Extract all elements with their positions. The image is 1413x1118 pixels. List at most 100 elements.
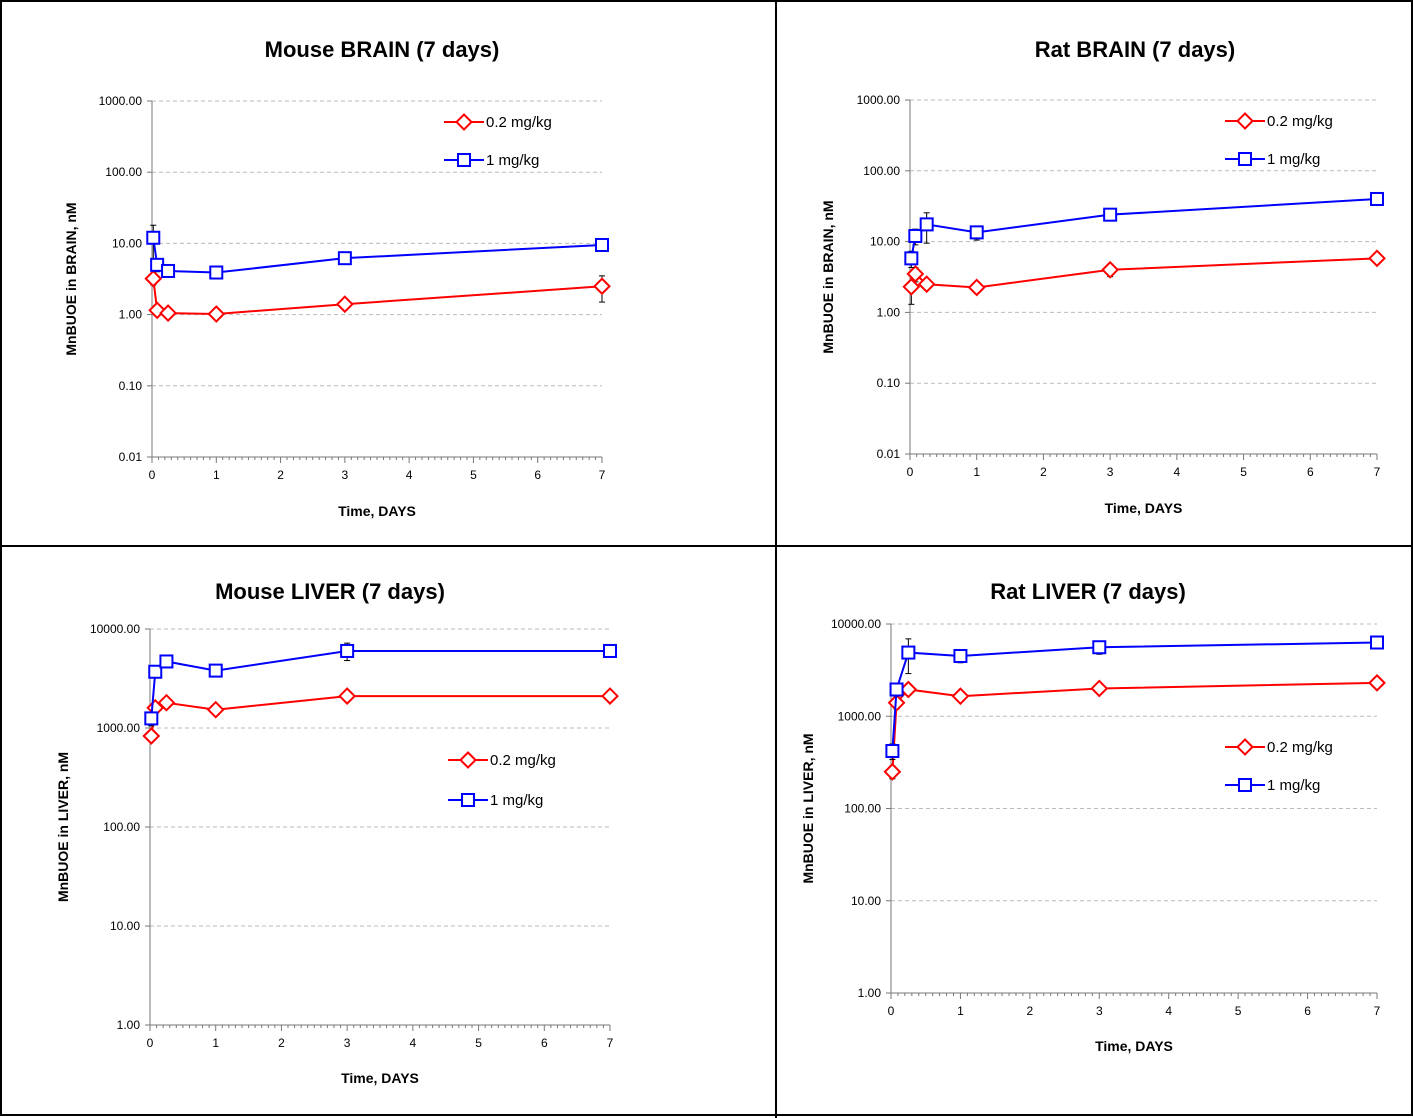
data-point [908, 228, 923, 243]
chart-title: Mouse LIVER (7 days) [215, 579, 445, 604]
data-point [206, 700, 225, 719]
y-tick-label: 100.00 [844, 802, 881, 816]
x-tick-label: 4 [410, 1036, 417, 1050]
legend-label: 0.2 mg/kg [486, 114, 552, 131]
x-axis-label: Time, DAYS [1095, 1038, 1173, 1054]
chart-panel-mouse-brain: Mouse BRAIN (7 days) 1000.00 100.00 10.00 1.… [4, 4, 775, 545]
data-point [906, 264, 925, 283]
series-square [144, 642, 617, 727]
series-line [150, 695, 610, 737]
chart-title: Rat BRAIN (7 days) [1035, 37, 1235, 62]
legend-label: 1 mg/kg [1267, 151, 1320, 168]
data-point [335, 295, 354, 314]
chart-svg: Rat BRAIN (7 days) 1000.00 100.00 10.00 1.00… [820, 37, 1386, 516]
series-square [885, 635, 1384, 760]
y-axis-label: MnBUOE in LIVER, nM [55, 752, 71, 902]
data-point [595, 237, 609, 252]
data-point [953, 648, 968, 663]
data-point [883, 762, 902, 781]
y-axis-label: MnBUOE in LIVER, nM [800, 733, 816, 883]
x-tick-label: 2 [277, 468, 284, 482]
legend-marker [459, 751, 477, 769]
x-tick-label: 5 [470, 468, 477, 482]
y-tick-label: 100.00 [863, 164, 900, 178]
x-tick-label: 0 [907, 465, 914, 479]
legend-entry: 1 mg/kg [448, 792, 543, 809]
series-line [150, 649, 610, 719]
legend-label: 1 mg/kg [490, 792, 543, 809]
y-tick-label: 0.10 [877, 376, 901, 390]
x-tick-label: 6 [1307, 465, 1314, 479]
y-axis-label: MnBUOE in BRAIN, nM [820, 200, 836, 353]
y-tick-label: 1.00 [877, 305, 901, 319]
y-tick-label: 10.00 [870, 235, 900, 249]
series-diamond [142, 687, 619, 745]
data-point [1370, 635, 1384, 650]
legend-entry: 0.2 mg/kg [444, 113, 552, 131]
x-tick-label: 2 [278, 1036, 285, 1050]
data-point [902, 277, 921, 296]
data-point [142, 727, 161, 745]
legend-label: 0.2 mg/kg [1267, 739, 1333, 756]
chart-panel-mouse-liver: Mouse LIVER (7 days) 10000.00 1000.00 100.0… [4, 547, 775, 1116]
y-tick-label: 1.00 [117, 1018, 141, 1032]
x-tick-label: 1 [973, 465, 980, 479]
x-tick-label: 4 [1174, 465, 1181, 479]
y-tick-label: 10000.00 [831, 617, 881, 631]
x-tick-label: 4 [406, 468, 413, 482]
data-point [951, 687, 970, 706]
data-point [208, 663, 223, 678]
y-tick-label: 10.00 [112, 236, 142, 250]
x-tick-label: 7 [607, 1036, 614, 1050]
legend-entry: 1 mg/kg [1225, 151, 1320, 168]
data-point [889, 682, 904, 697]
data-point [161, 263, 176, 278]
chart-title: Rat LIVER (7 days) [990, 579, 1186, 604]
legend-label: 0.2 mg/kg [1267, 113, 1333, 130]
x-tick-label: 3 [344, 1036, 351, 1050]
series-square [904, 191, 1384, 269]
x-tick-label: 7 [599, 468, 606, 482]
legend-entry: 1 mg/kg [1225, 777, 1320, 794]
x-tick-label: 6 [541, 1036, 548, 1050]
chart-panel-rat-liver: Rat LIVER (7 days) 10000.00 1000.00 100.00 1… [777, 547, 1413, 1116]
y-tick-label: 1000.00 [97, 721, 141, 735]
data-point [209, 265, 224, 280]
x-axis-label: Time, DAYS [341, 1070, 419, 1086]
data-point [157, 693, 176, 712]
chart-title: Mouse BRAIN (7 days) [265, 37, 500, 62]
x-tick-label: 7 [1374, 1004, 1381, 1018]
chart-svg: Mouse BRAIN (7 days) 1000.00 100.00 10.00 1.… [63, 37, 611, 519]
x-tick-label: 1 [213, 468, 220, 482]
x-tick-label: 4 [1165, 1004, 1172, 1018]
data-point [148, 664, 163, 679]
legend-marker [1238, 778, 1252, 792]
data-point [901, 645, 916, 660]
x-tick-label: 5 [1240, 465, 1247, 479]
x-axis-label: Time, DAYS [338, 503, 416, 519]
y-tick-label: 1000.00 [857, 93, 901, 107]
data-point [1103, 207, 1118, 222]
table-divider-horizontal [2, 545, 1413, 547]
data-point [601, 687, 619, 706]
x-tick-label: 2 [1027, 1004, 1034, 1018]
legend-entry: 0.2 mg/kg [1225, 112, 1333, 130]
data-point [1368, 673, 1386, 692]
table-divider-vertical [775, 2, 777, 1118]
x-tick-label: 3 [1096, 1004, 1103, 1018]
x-tick-label: 7 [1374, 465, 1381, 479]
legend-entry: 0.2 mg/kg [1225, 738, 1333, 756]
y-tick-label: 10000.00 [90, 622, 140, 636]
legend-label: 1 mg/kg [1267, 777, 1320, 794]
y-tick-label: 10.00 [851, 894, 881, 908]
legend-marker [457, 153, 471, 167]
legend-marker [1238, 152, 1252, 166]
legend-entry: 0.2 mg/kg [448, 751, 556, 769]
data-point [603, 643, 617, 658]
x-tick-label: 6 [1304, 1004, 1311, 1018]
y-tick-label: 0.01 [877, 447, 901, 461]
x-tick-label: 5 [1235, 1004, 1242, 1018]
data-point [967, 278, 986, 297]
series-diamond [883, 673, 1386, 781]
